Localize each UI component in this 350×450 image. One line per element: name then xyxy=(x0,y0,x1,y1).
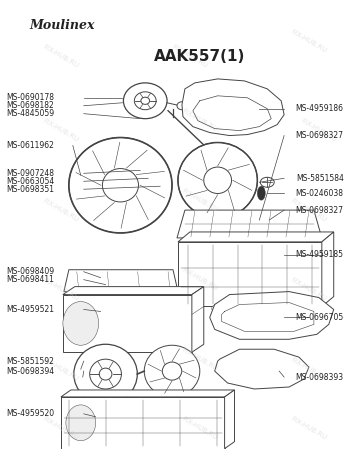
Polygon shape xyxy=(182,79,284,135)
Text: FIX-HUB.RU: FIX-HUB.RU xyxy=(42,277,80,302)
Text: FIX-HUB.RU: FIX-HUB.RU xyxy=(181,188,219,213)
Text: FIX-HUB.RU: FIX-HUB.RU xyxy=(181,416,219,441)
Polygon shape xyxy=(322,232,334,306)
Text: MS-4959521: MS-4959521 xyxy=(6,305,54,314)
Text: MS-4959520: MS-4959520 xyxy=(6,410,55,418)
Ellipse shape xyxy=(66,405,96,441)
Text: MS-4959185: MS-4959185 xyxy=(296,250,344,259)
Polygon shape xyxy=(178,242,322,306)
Text: FIX-HUB.RU: FIX-HUB.RU xyxy=(290,277,328,302)
Polygon shape xyxy=(192,287,204,352)
Text: MS-5851592: MS-5851592 xyxy=(6,357,54,366)
Text: MS-0698393: MS-0698393 xyxy=(295,373,344,382)
Polygon shape xyxy=(63,295,192,352)
Ellipse shape xyxy=(99,368,112,380)
Text: MS-0698351: MS-0698351 xyxy=(6,184,54,194)
Text: FIX-HUB.RU: FIX-HUB.RU xyxy=(42,118,80,143)
Ellipse shape xyxy=(162,362,182,380)
Polygon shape xyxy=(64,270,178,292)
Text: FIX-HUB.RU: FIX-HUB.RU xyxy=(290,416,328,441)
Ellipse shape xyxy=(90,359,121,389)
Text: MS-0698327: MS-0698327 xyxy=(296,131,344,140)
Text: Moulinex: Moulinex xyxy=(29,19,94,32)
Polygon shape xyxy=(63,287,204,295)
Text: FIX-HUB.RU: FIX-HUB.RU xyxy=(42,356,80,382)
Text: FIX-HUB.RU: FIX-HUB.RU xyxy=(42,198,80,223)
Text: MS-0696705: MS-0696705 xyxy=(295,313,344,322)
Polygon shape xyxy=(61,390,235,397)
Ellipse shape xyxy=(178,143,257,218)
Text: MS-0698394: MS-0698394 xyxy=(6,367,55,376)
Text: MS-4845059: MS-4845059 xyxy=(6,109,55,118)
Ellipse shape xyxy=(74,344,137,404)
Text: MS-0698409: MS-0698409 xyxy=(6,267,55,276)
Text: MS-0698182: MS-0698182 xyxy=(6,101,54,110)
Polygon shape xyxy=(210,292,334,339)
Text: MS-0246038: MS-0246038 xyxy=(296,189,344,198)
Ellipse shape xyxy=(103,169,139,202)
Ellipse shape xyxy=(177,102,187,110)
Text: FIX-HUB.RU: FIX-HUB.RU xyxy=(181,267,219,292)
Ellipse shape xyxy=(69,138,172,233)
Ellipse shape xyxy=(124,83,167,119)
Text: MS-5851584: MS-5851584 xyxy=(296,174,344,183)
Text: FIX-HUB.RU: FIX-HUB.RU xyxy=(290,356,328,382)
Polygon shape xyxy=(177,210,322,238)
Text: MS-0663054: MS-0663054 xyxy=(6,177,55,186)
Text: AAK557(1): AAK557(1) xyxy=(154,49,245,64)
Text: FIX-HUB.RU: FIX-HUB.RU xyxy=(42,43,80,69)
Text: MS-0611962: MS-0611962 xyxy=(6,141,54,150)
Text: FIX-HUB.RU: FIX-HUB.RU xyxy=(171,43,209,69)
Text: MS-4959186: MS-4959186 xyxy=(296,104,344,113)
Text: FIX-HUB.RU: FIX-HUB.RU xyxy=(181,108,219,133)
Polygon shape xyxy=(178,232,334,242)
Text: MS-0698411: MS-0698411 xyxy=(6,275,54,284)
Text: MS-0907248: MS-0907248 xyxy=(6,169,54,178)
Polygon shape xyxy=(215,349,309,389)
Ellipse shape xyxy=(134,92,156,110)
Ellipse shape xyxy=(144,345,200,397)
Ellipse shape xyxy=(257,186,265,200)
Polygon shape xyxy=(225,390,235,449)
Ellipse shape xyxy=(141,97,149,104)
Polygon shape xyxy=(61,397,225,449)
Text: FIX-HUB.RU: FIX-HUB.RU xyxy=(290,28,328,54)
Ellipse shape xyxy=(63,302,99,345)
Ellipse shape xyxy=(204,167,232,194)
Ellipse shape xyxy=(260,177,274,187)
Ellipse shape xyxy=(212,298,287,319)
Text: FIX-HUB.RU: FIX-HUB.RU xyxy=(290,198,328,223)
Text: FIX-HUB.RU: FIX-HUB.RU xyxy=(181,346,219,372)
Text: MS-0690178: MS-0690178 xyxy=(6,93,54,102)
Text: FIX-HUB.RU: FIX-HUB.RU xyxy=(300,118,338,143)
Text: FIX-HUB.RU: FIX-HUB.RU xyxy=(42,416,80,441)
Text: MS-0698327: MS-0698327 xyxy=(296,206,344,215)
